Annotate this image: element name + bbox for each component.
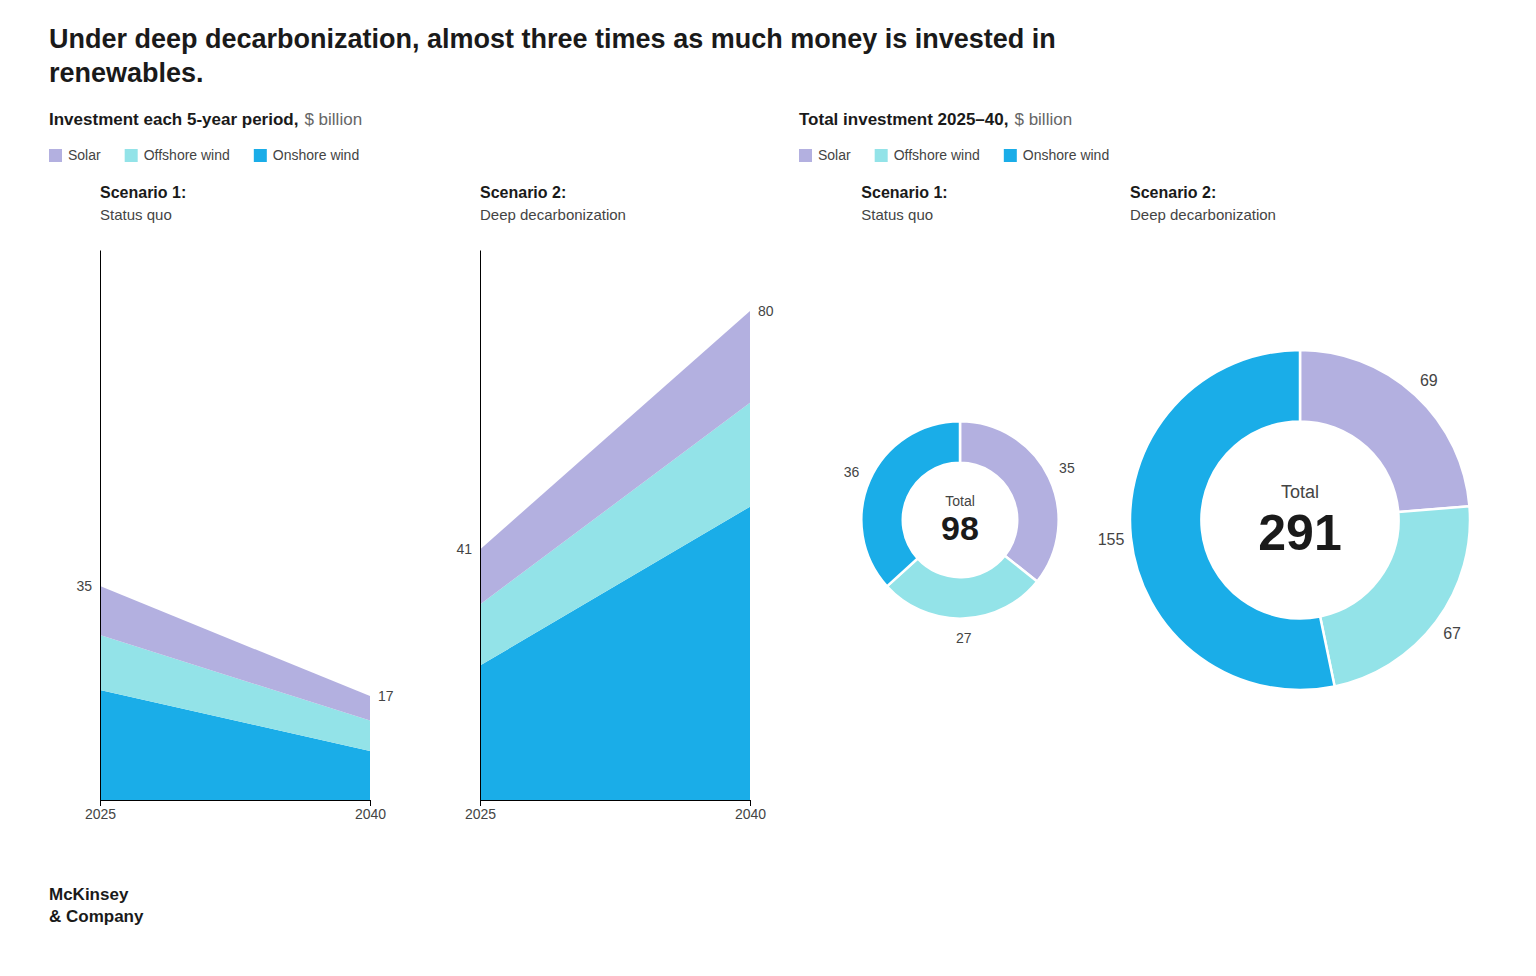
- title: Under deep decarbonization, almost three…: [49, 24, 1056, 54]
- plot-area: [1130, 350, 1470, 690]
- center-label: Total: [945, 493, 975, 509]
- plot-area: [480, 311, 750, 800]
- legend-label: Solar: [818, 147, 851, 163]
- x-axis: 2025 2040: [465, 800, 766, 822]
- legend-swatch: [125, 149, 138, 162]
- title: renewables.: [49, 58, 204, 88]
- donut-slice: [1300, 350, 1469, 512]
- x-tick-label: 2025: [465, 806, 496, 822]
- donut-chart: 35 27 36 Total98: [844, 421, 1075, 646]
- plot-area: [861, 421, 1058, 618]
- footer: & Company: [49, 907, 144, 926]
- x-tick-label: 2040: [735, 806, 766, 822]
- legend: Solar Offshore wind Onshore wind: [49, 147, 359, 163]
- legend-item: Onshore wind: [254, 147, 359, 163]
- section-subtitle-unit: $ billion: [1014, 110, 1072, 129]
- legend-item: Onshore wind: [1004, 147, 1109, 163]
- total-label: 35: [76, 578, 92, 594]
- area: [100, 586, 370, 720]
- total-label: 41: [456, 541, 472, 557]
- section-subtitle-bold: Total investment 2025–40,: [799, 110, 1008, 129]
- section-subtitle: Investment each 5-year period, $ billion: [49, 110, 362, 129]
- donut-chart: 69 67 155 Total 291: [1098, 350, 1470, 690]
- legend-swatch: [49, 149, 62, 162]
- legend-label: Offshore wind: [144, 147, 230, 163]
- scenario-title: Scenario 1:: [100, 184, 186, 201]
- center-total: 291: [1258, 505, 1341, 561]
- x-tick-label: 2025: [85, 806, 116, 822]
- x-axis-line: [101, 800, 371, 801]
- scenario-title: Scenario 2:: [480, 184, 566, 201]
- x-tick: 2040: [355, 800, 386, 822]
- data-label: 67: [1443, 625, 1461, 642]
- y-axis-line: [480, 251, 481, 801]
- legend: Solar Offshore wind Onshore wind: [799, 147, 1109, 163]
- section-subtitle-bold: Investment each 5-year period,: [49, 110, 298, 129]
- donut-slice: [1320, 506, 1470, 686]
- donut-slice: [960, 421, 1059, 581]
- x-tick-label: 2040: [355, 806, 386, 822]
- data-label: 35: [1059, 460, 1075, 476]
- y-axis-line: [100, 251, 101, 801]
- scenario-subtitle: Status quo: [100, 206, 172, 223]
- y-axis: [100, 251, 101, 801]
- total-label: 80: [758, 303, 774, 319]
- legend-item: Offshore wind: [875, 147, 980, 163]
- area-chart: 2025 2040 41 80: [456, 251, 773, 822]
- legend-label: Onshore wind: [1023, 147, 1109, 163]
- chart-canvas: Under deep decarbonization, almost three…: [0, 0, 1536, 976]
- legend-label: Onshore wind: [273, 147, 359, 163]
- legend-swatch: [799, 149, 812, 162]
- data-label: 155: [1098, 531, 1125, 548]
- area-chart: 2025 2040 35 17: [76, 251, 393, 822]
- scenario-title: Scenario 2:: [1130, 184, 1216, 201]
- scenario-subtitle: Status quo: [861, 206, 933, 223]
- section-subtitle-unit: $ billion: [304, 110, 362, 129]
- legend-item: Offshore wind: [125, 147, 230, 163]
- center-label: Total: [1281, 482, 1319, 502]
- section-subtitle: Total investment 2025–40, $ billion: [799, 110, 1072, 129]
- scenario-title: Scenario 1:: [861, 184, 947, 201]
- legend-item: Solar: [799, 147, 851, 163]
- plot-area: [100, 586, 370, 800]
- legend-swatch: [875, 149, 888, 162]
- total-label: 17: [378, 688, 394, 704]
- x-tick: 2025: [85, 800, 116, 822]
- y-axis: [480, 251, 481, 801]
- scenario-subtitle: Deep decarbonization: [1130, 206, 1276, 223]
- x-tick: 2025: [465, 800, 496, 822]
- legend-swatch: [1004, 149, 1017, 162]
- x-tick: 2040: [735, 800, 766, 822]
- data-label: 27: [956, 630, 972, 646]
- legend-label: Offshore wind: [894, 147, 980, 163]
- legend-label: Solar: [68, 147, 101, 163]
- x-axis: 2025 2040: [85, 800, 386, 822]
- center-total: 98: [941, 509, 979, 547]
- data-label: 36: [844, 464, 860, 480]
- footer: McKinsey: [49, 885, 129, 904]
- legend-swatch: [254, 149, 267, 162]
- x-axis-line: [481, 800, 751, 801]
- scenario-subtitle: Deep decarbonization: [480, 206, 626, 223]
- area: [480, 311, 750, 604]
- legend-item: Solar: [49, 147, 101, 163]
- data-label: 69: [1420, 372, 1438, 389]
